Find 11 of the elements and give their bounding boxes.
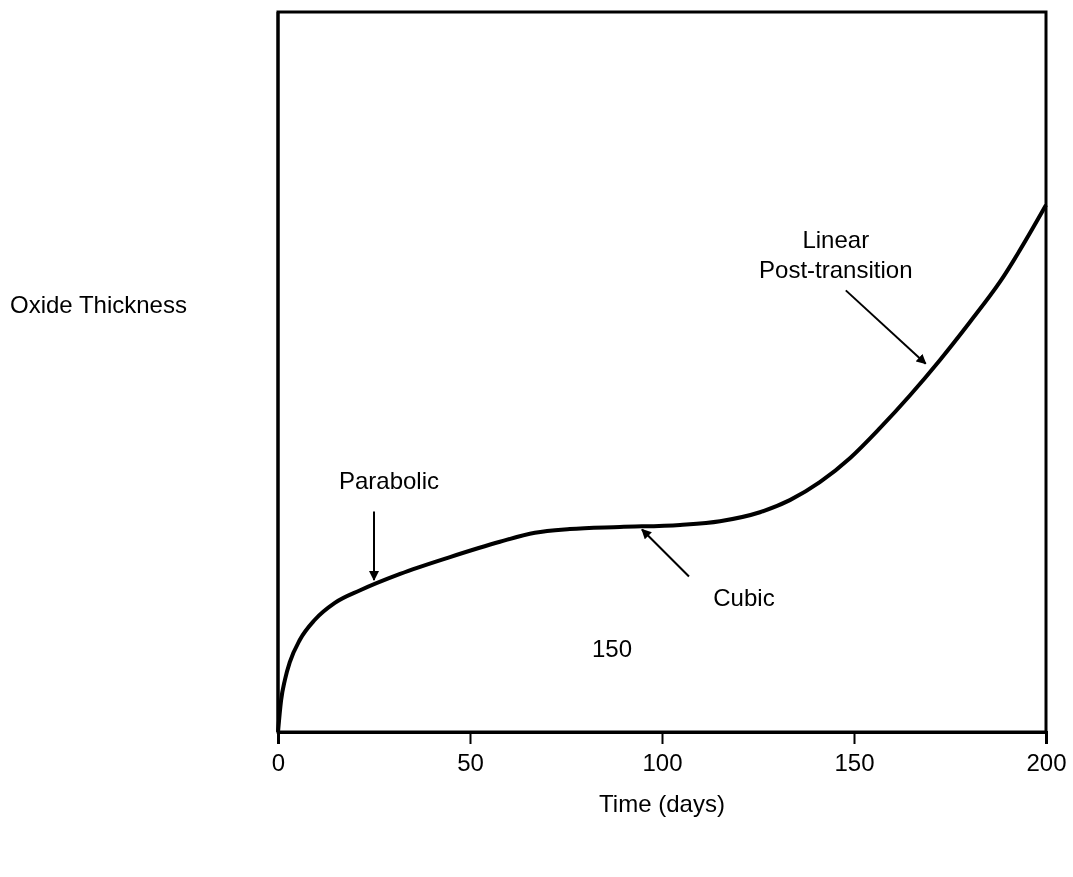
x-tick-label: 200 <box>1026 749 1067 777</box>
x-tick-label: 100 <box>642 749 683 777</box>
annotation: Parabolic <box>338 467 440 495</box>
annotation: Cubic <box>713 584 775 612</box>
x-axis-title: Time (days) <box>599 790 725 817</box>
annotation: 150 <box>591 635 633 662</box>
annotation: Linear Post-transition <box>759 226 913 284</box>
x-tick-label: 150 <box>834 749 875 777</box>
x-tick-label: 0 <box>271 749 286 777</box>
x-tick-label: 50 <box>457 749 484 777</box>
y-axis-title: Oxide Thickness <box>10 291 187 318</box>
